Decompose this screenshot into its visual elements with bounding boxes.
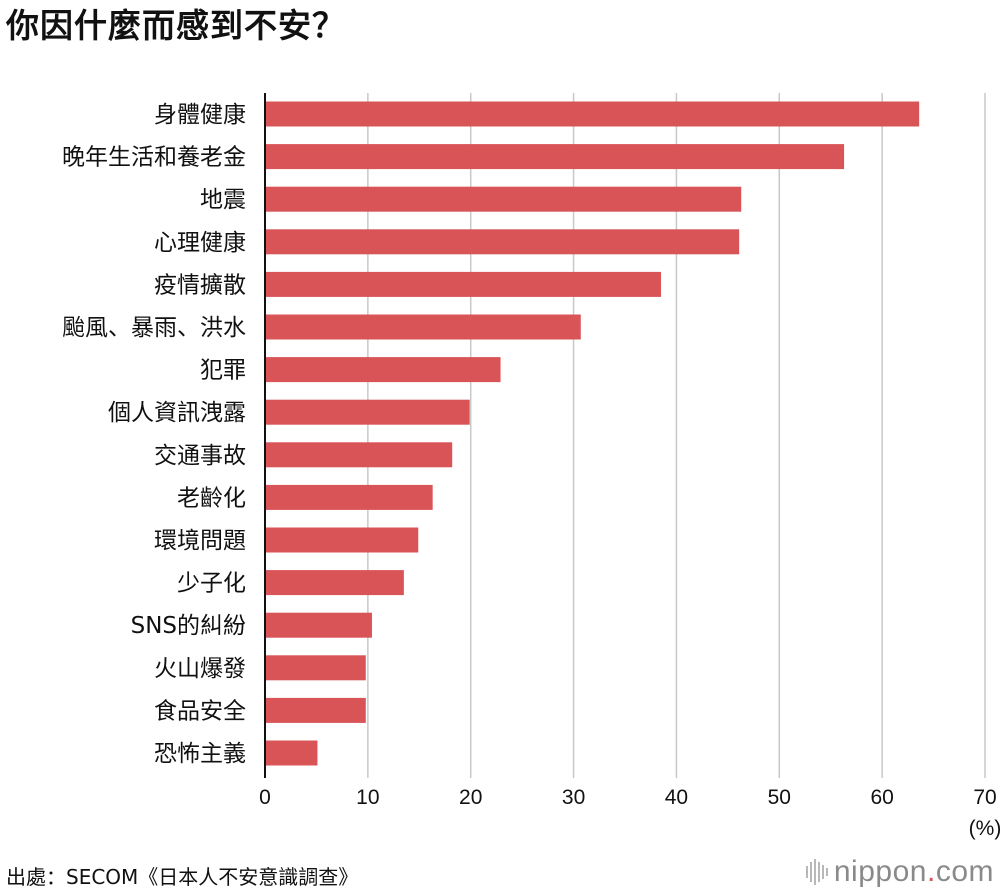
category-label: 環境問題 bbox=[154, 528, 246, 554]
category-label: 恐怖主義 bbox=[154, 741, 246, 767]
tick-label: 30 bbox=[562, 786, 585, 809]
bar bbox=[265, 697, 366, 723]
bar bbox=[265, 144, 845, 170]
tick-label: 10 bbox=[356, 786, 379, 809]
tick-label: 50 bbox=[768, 786, 791, 809]
category-label: 地震 bbox=[200, 187, 246, 213]
category-label: 犯罪 bbox=[200, 358, 246, 384]
category-label: 老齡化 bbox=[177, 485, 246, 511]
category-label: 火山爆發 bbox=[154, 656, 246, 682]
category-label: SNS的糾紛 bbox=[131, 613, 246, 639]
logo-dot: . bbox=[926, 855, 936, 888]
bar bbox=[265, 655, 366, 681]
category-label: 身體健康 bbox=[154, 102, 246, 128]
logo-text: nippon.com bbox=[834, 852, 994, 892]
category-label: 心理健康 bbox=[154, 230, 246, 256]
tick-label: 0 bbox=[259, 786, 271, 809]
tick-label: 70 bbox=[973, 786, 996, 809]
nippon-logo: nippon.com bbox=[805, 852, 994, 892]
sound-bars-icon bbox=[805, 859, 828, 885]
bar bbox=[265, 527, 419, 553]
bar bbox=[265, 484, 433, 510]
logo-suffix: com bbox=[935, 855, 994, 888]
category-label: 晚年生活和養老金 bbox=[62, 145, 246, 171]
category-label: 少子化 bbox=[177, 571, 246, 597]
bar-chart: 身體健康晚年生活和養老金地震心理健康疫情擴散颱風、暴雨、洪水犯罪個人資訊洩露交通… bbox=[62, 93, 1000, 840]
bar bbox=[265, 442, 453, 468]
bar bbox=[265, 570, 404, 596]
source-note: 出處：SECOM《日本人不安意識調查》 bbox=[6, 865, 359, 889]
category-label: 颱風、暴雨、洪水 bbox=[62, 315, 246, 341]
tick-label: 20 bbox=[459, 786, 482, 809]
bar bbox=[265, 612, 372, 638]
chart-title: 你因什麼而感到不安？ bbox=[6, 6, 346, 45]
tick-label: 40 bbox=[665, 786, 688, 809]
bar bbox=[265, 271, 661, 297]
tick-label: 60 bbox=[870, 786, 893, 809]
bar bbox=[265, 357, 501, 383]
category-label: 個人資訊洩露 bbox=[108, 400, 246, 426]
bar bbox=[265, 399, 470, 425]
bar bbox=[265, 314, 581, 340]
category-label: 疫情擴散 bbox=[154, 272, 246, 298]
category-label: 交通事故 bbox=[154, 443, 246, 469]
category-label: 食品安全 bbox=[154, 698, 246, 724]
bar bbox=[265, 186, 742, 212]
bar bbox=[265, 101, 920, 127]
bar bbox=[265, 740, 318, 766]
logo-name: nippon bbox=[833, 855, 927, 888]
bar bbox=[265, 229, 740, 255]
unit-label: (%) bbox=[969, 817, 1000, 840]
